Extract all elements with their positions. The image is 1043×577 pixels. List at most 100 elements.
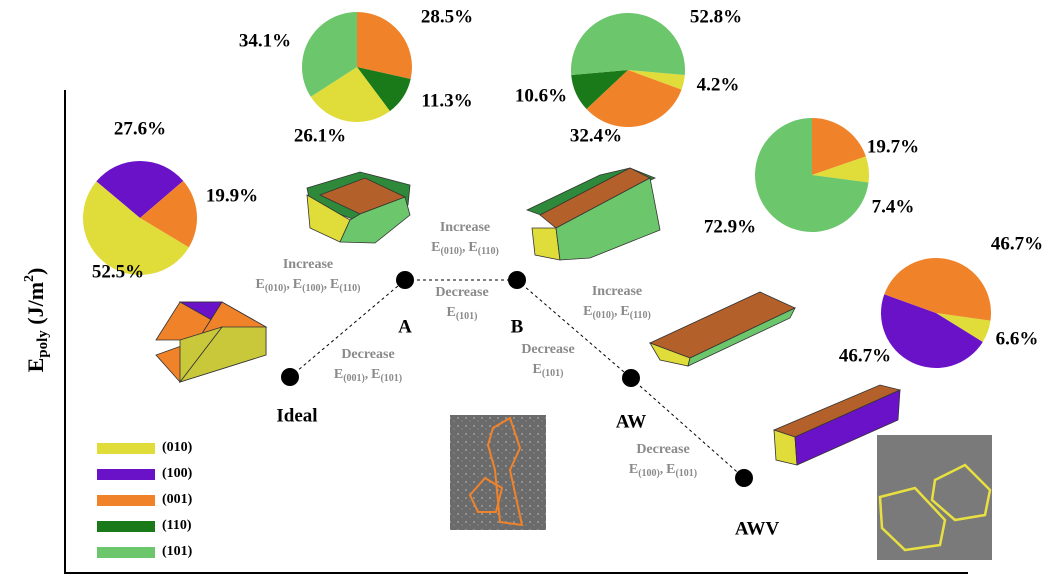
pie-slice (884, 257, 991, 321)
annotation-terms: E(100), E(101) (629, 461, 697, 479)
pie-label: 6.6% (996, 328, 1039, 349)
legend-swatch (97, 521, 155, 532)
pie-label: 34.1% (239, 30, 291, 51)
pie-slice (301, 12, 357, 97)
pie-slice (96, 160, 184, 218)
annotation-word: Increase (440, 220, 490, 235)
y-label-sub: poly (35, 330, 51, 358)
annotation-word: Decrease (435, 285, 488, 300)
pie-label: 11.3% (421, 90, 472, 111)
pie-label: 52.8% (690, 6, 742, 27)
state-label: AW (616, 411, 647, 432)
pie-slice (570, 12, 686, 76)
state-point (281, 368, 299, 386)
legend-swatch (97, 443, 155, 454)
annotation-sub: (010) (265, 283, 287, 294)
pie-slice (140, 180, 198, 248)
annotation-base: E (468, 240, 477, 255)
annotation-base: E (431, 240, 440, 255)
annotation-terms: E(010), E(110) (583, 303, 651, 321)
pie-slice (83, 181, 189, 275)
annotation-base: E (256, 277, 265, 292)
annotation-sub: (110) (630, 310, 651, 321)
state-point (396, 271, 414, 289)
pie-slice (586, 70, 682, 128)
annotation-base: E (666, 462, 675, 477)
y-label-base: E (23, 358, 48, 373)
annotation-sub: (010) (592, 310, 614, 321)
annotation-word: Increase (592, 284, 642, 299)
annotation-sub: (110) (478, 246, 499, 257)
annotation-separator: , (660, 461, 663, 476)
crystal-awv (772, 384, 902, 466)
state-label: A (398, 316, 412, 337)
state-point (508, 271, 526, 289)
pie-slice (812, 156, 869, 183)
annotation-base: E (371, 367, 380, 382)
pie-slice (880, 294, 983, 369)
pie-label: 46.7% (839, 345, 891, 366)
crystal-b (525, 167, 661, 261)
annotation-base: E (620, 304, 629, 319)
annotation-sub: (010) (440, 246, 462, 257)
state-point (735, 469, 753, 487)
path-connector (289, 279, 406, 378)
state-point (622, 369, 640, 387)
annotation-word: Decrease (341, 347, 394, 362)
y-label-rest: (J/m (23, 282, 48, 330)
pie-slice (357, 67, 411, 112)
pie-label: 10.6% (515, 85, 567, 106)
pie-label: 46.7% (991, 233, 1043, 254)
annotation-terms: E(010), E(100), E(110) (256, 276, 361, 294)
annotation-word: Decrease (636, 442, 689, 457)
pie-label: 19.7% (867, 136, 919, 157)
state-label: AWV (735, 518, 780, 539)
annotation-sub: (001) (343, 373, 365, 384)
pie-label: 72.9% (704, 216, 756, 237)
annotation-separator: , (365, 366, 368, 381)
crystal-aw (648, 291, 796, 367)
annotation-terms: E(101) (532, 362, 563, 379)
annotation-sub: (101) (542, 368, 564, 379)
legend-label: (010) (162, 440, 193, 455)
annotation-word: Increase (283, 257, 333, 272)
pie-label: 26.1% (294, 125, 346, 146)
annotation-base: E (532, 362, 541, 377)
pie-slice (754, 118, 869, 232)
sem-image-1 (450, 415, 546, 530)
annotation-base: E (293, 277, 302, 292)
annotation-separator: , (614, 303, 617, 318)
legend-label: (100) (162, 466, 193, 481)
legend-swatch (97, 469, 155, 480)
sem-image-2 (877, 435, 992, 560)
pie-slice (357, 12, 412, 79)
legend-label: (101) (162, 544, 193, 559)
annotation-base: E (583, 304, 592, 319)
pie-slice (628, 70, 685, 90)
state-label: Ideal (276, 405, 317, 426)
pie-slice (310, 67, 390, 122)
pie-slice (812, 118, 866, 175)
annotation-base: E (330, 277, 339, 292)
annotation-separator: , (287, 276, 290, 291)
annotation-separator: , (324, 276, 327, 291)
pie-label: 28.5% (421, 6, 473, 27)
annotation-terms: E(001), E(101) (334, 366, 402, 384)
legend-label: (110) (162, 518, 192, 533)
annotation-sub: (101) (675, 468, 697, 479)
crystal-a (306, 171, 411, 244)
pie-label: 52.5% (92, 261, 144, 282)
annotation-separator: , (462, 239, 465, 254)
path-connector (516, 279, 632, 379)
legend-swatch (97, 495, 155, 506)
annotation-sub: (101) (380, 373, 402, 384)
pie-slice (936, 313, 991, 342)
pie-label: 27.6% (114, 118, 166, 139)
annotation-sub: (100) (638, 468, 660, 479)
pie-label: 7.4% (872, 196, 915, 217)
pie-label: 19.9% (206, 185, 258, 206)
pie-label: 4.2% (697, 74, 740, 95)
annotation-word: Decrease (521, 342, 574, 357)
pie-label: 32.4% (570, 125, 622, 146)
